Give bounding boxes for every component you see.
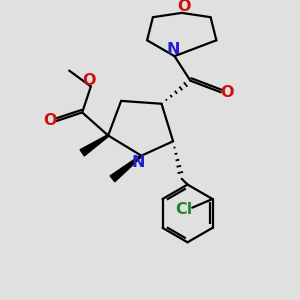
Polygon shape	[110, 155, 142, 182]
Text: N: N	[166, 42, 180, 57]
Text: O: O	[220, 85, 234, 100]
Polygon shape	[80, 135, 109, 156]
Text: O: O	[43, 113, 57, 128]
Text: O: O	[177, 0, 191, 14]
Text: Cl: Cl	[176, 202, 193, 217]
Text: N: N	[132, 154, 145, 169]
Text: O: O	[82, 73, 96, 88]
